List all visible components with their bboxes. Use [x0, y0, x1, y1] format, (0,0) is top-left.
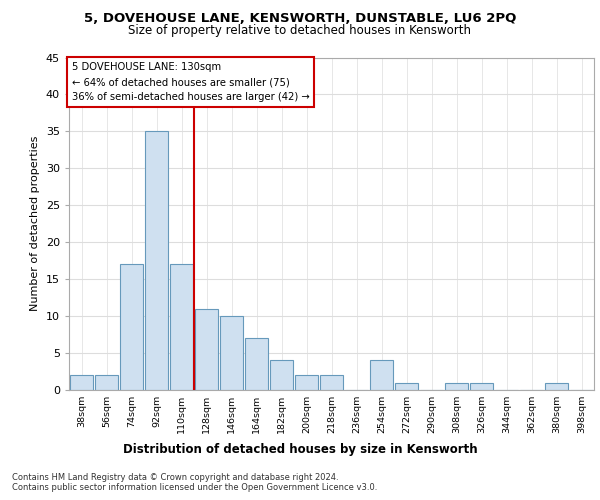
Y-axis label: Number of detached properties: Number of detached properties	[30, 136, 40, 312]
Bar	[395, 382, 418, 390]
Bar	[195, 308, 218, 390]
Bar	[245, 338, 268, 390]
Text: Size of property relative to detached houses in Kensworth: Size of property relative to detached ho…	[128, 24, 472, 37]
Text: Contains public sector information licensed under the Open Government Licence v3: Contains public sector information licen…	[12, 484, 377, 492]
Bar	[545, 382, 568, 390]
Bar	[170, 264, 193, 390]
Text: 5 DOVEHOUSE LANE: 130sqm
← 64% of detached houses are smaller (75)
36% of semi-d: 5 DOVEHOUSE LANE: 130sqm ← 64% of detach…	[71, 62, 310, 102]
Text: Contains HM Land Registry data © Crown copyright and database right 2024.: Contains HM Land Registry data © Crown c…	[12, 472, 338, 482]
Text: Distribution of detached houses by size in Kensworth: Distribution of detached houses by size …	[122, 442, 478, 456]
Bar	[445, 382, 468, 390]
Bar	[220, 316, 243, 390]
Bar	[95, 375, 118, 390]
Bar	[320, 375, 343, 390]
Text: 5, DOVEHOUSE LANE, KENSWORTH, DUNSTABLE, LU6 2PQ: 5, DOVEHOUSE LANE, KENSWORTH, DUNSTABLE,…	[84, 12, 516, 26]
Bar	[370, 360, 393, 390]
Bar	[70, 375, 93, 390]
Bar	[295, 375, 318, 390]
Bar	[120, 264, 143, 390]
Bar	[470, 382, 493, 390]
Bar	[270, 360, 293, 390]
Bar	[145, 132, 168, 390]
